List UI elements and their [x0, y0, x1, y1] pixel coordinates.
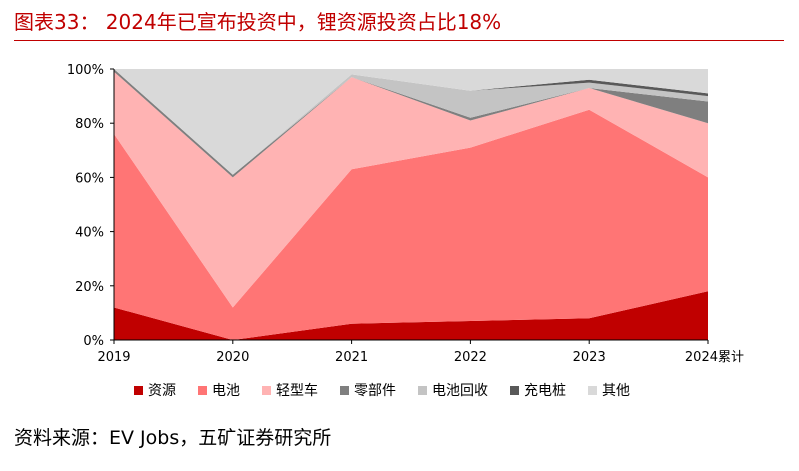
x-tick-label: 2019 [97, 350, 130, 365]
y-tick-label: 60% [75, 171, 104, 186]
legend-swatch-5 [510, 386, 519, 395]
x-tick-label: 2023 [573, 350, 606, 365]
legend-label-1: 电池 [212, 383, 240, 399]
legend-swatch-1 [198, 386, 207, 395]
area-series-3 [114, 69, 708, 178]
chart-title: 图表33： 2024年已宣布投资中，锂资源投资占比18% [14, 10, 502, 34]
area-series-6 [114, 69, 708, 175]
area-series-2 [114, 71, 708, 308]
stacked-area-chart: 0% 20% 40% 60% 80% 100% 2019 2020 2021 2022 2023 20… [67, 63, 744, 399]
legend-swatch-4 [418, 386, 427, 395]
y-tick-label: 0% [83, 334, 104, 349]
legend-label-3: 零部件 [354, 383, 396, 399]
x-tick-label: 2022 [454, 350, 487, 365]
source-note: 资料来源：EV Jobs，五矿证券研究所 [14, 427, 332, 449]
y-tick-label: 80% [75, 117, 104, 132]
legend-label-2: 轻型车 [276, 382, 318, 399]
x-tick-label: 2021 [335, 350, 368, 365]
legend-label-5: 充电桩 [524, 382, 566, 399]
x-tick-label: 2020 [216, 350, 249, 365]
area-series-4 [114, 69, 708, 175]
area-series-0 [114, 291, 708, 340]
legend-swatch-6 [588, 386, 597, 395]
y-tick-label: 40% [75, 226, 104, 241]
x-tick-label: 2024累计 [685, 350, 744, 365]
legend-swatch-0 [134, 386, 143, 395]
legend-label-6: 其他 [602, 383, 630, 399]
legend-swatch-3 [340, 386, 349, 395]
legend-swatch-2 [262, 386, 271, 395]
y-tick-label: 100% [67, 63, 104, 78]
legend-label-4: 电池回收 [432, 383, 488, 399]
legend-label-0: 资源 [148, 383, 176, 399]
title-divider [14, 40, 784, 41]
area-series-1 [114, 109, 708, 340]
y-tick-label: 20% [75, 280, 104, 295]
